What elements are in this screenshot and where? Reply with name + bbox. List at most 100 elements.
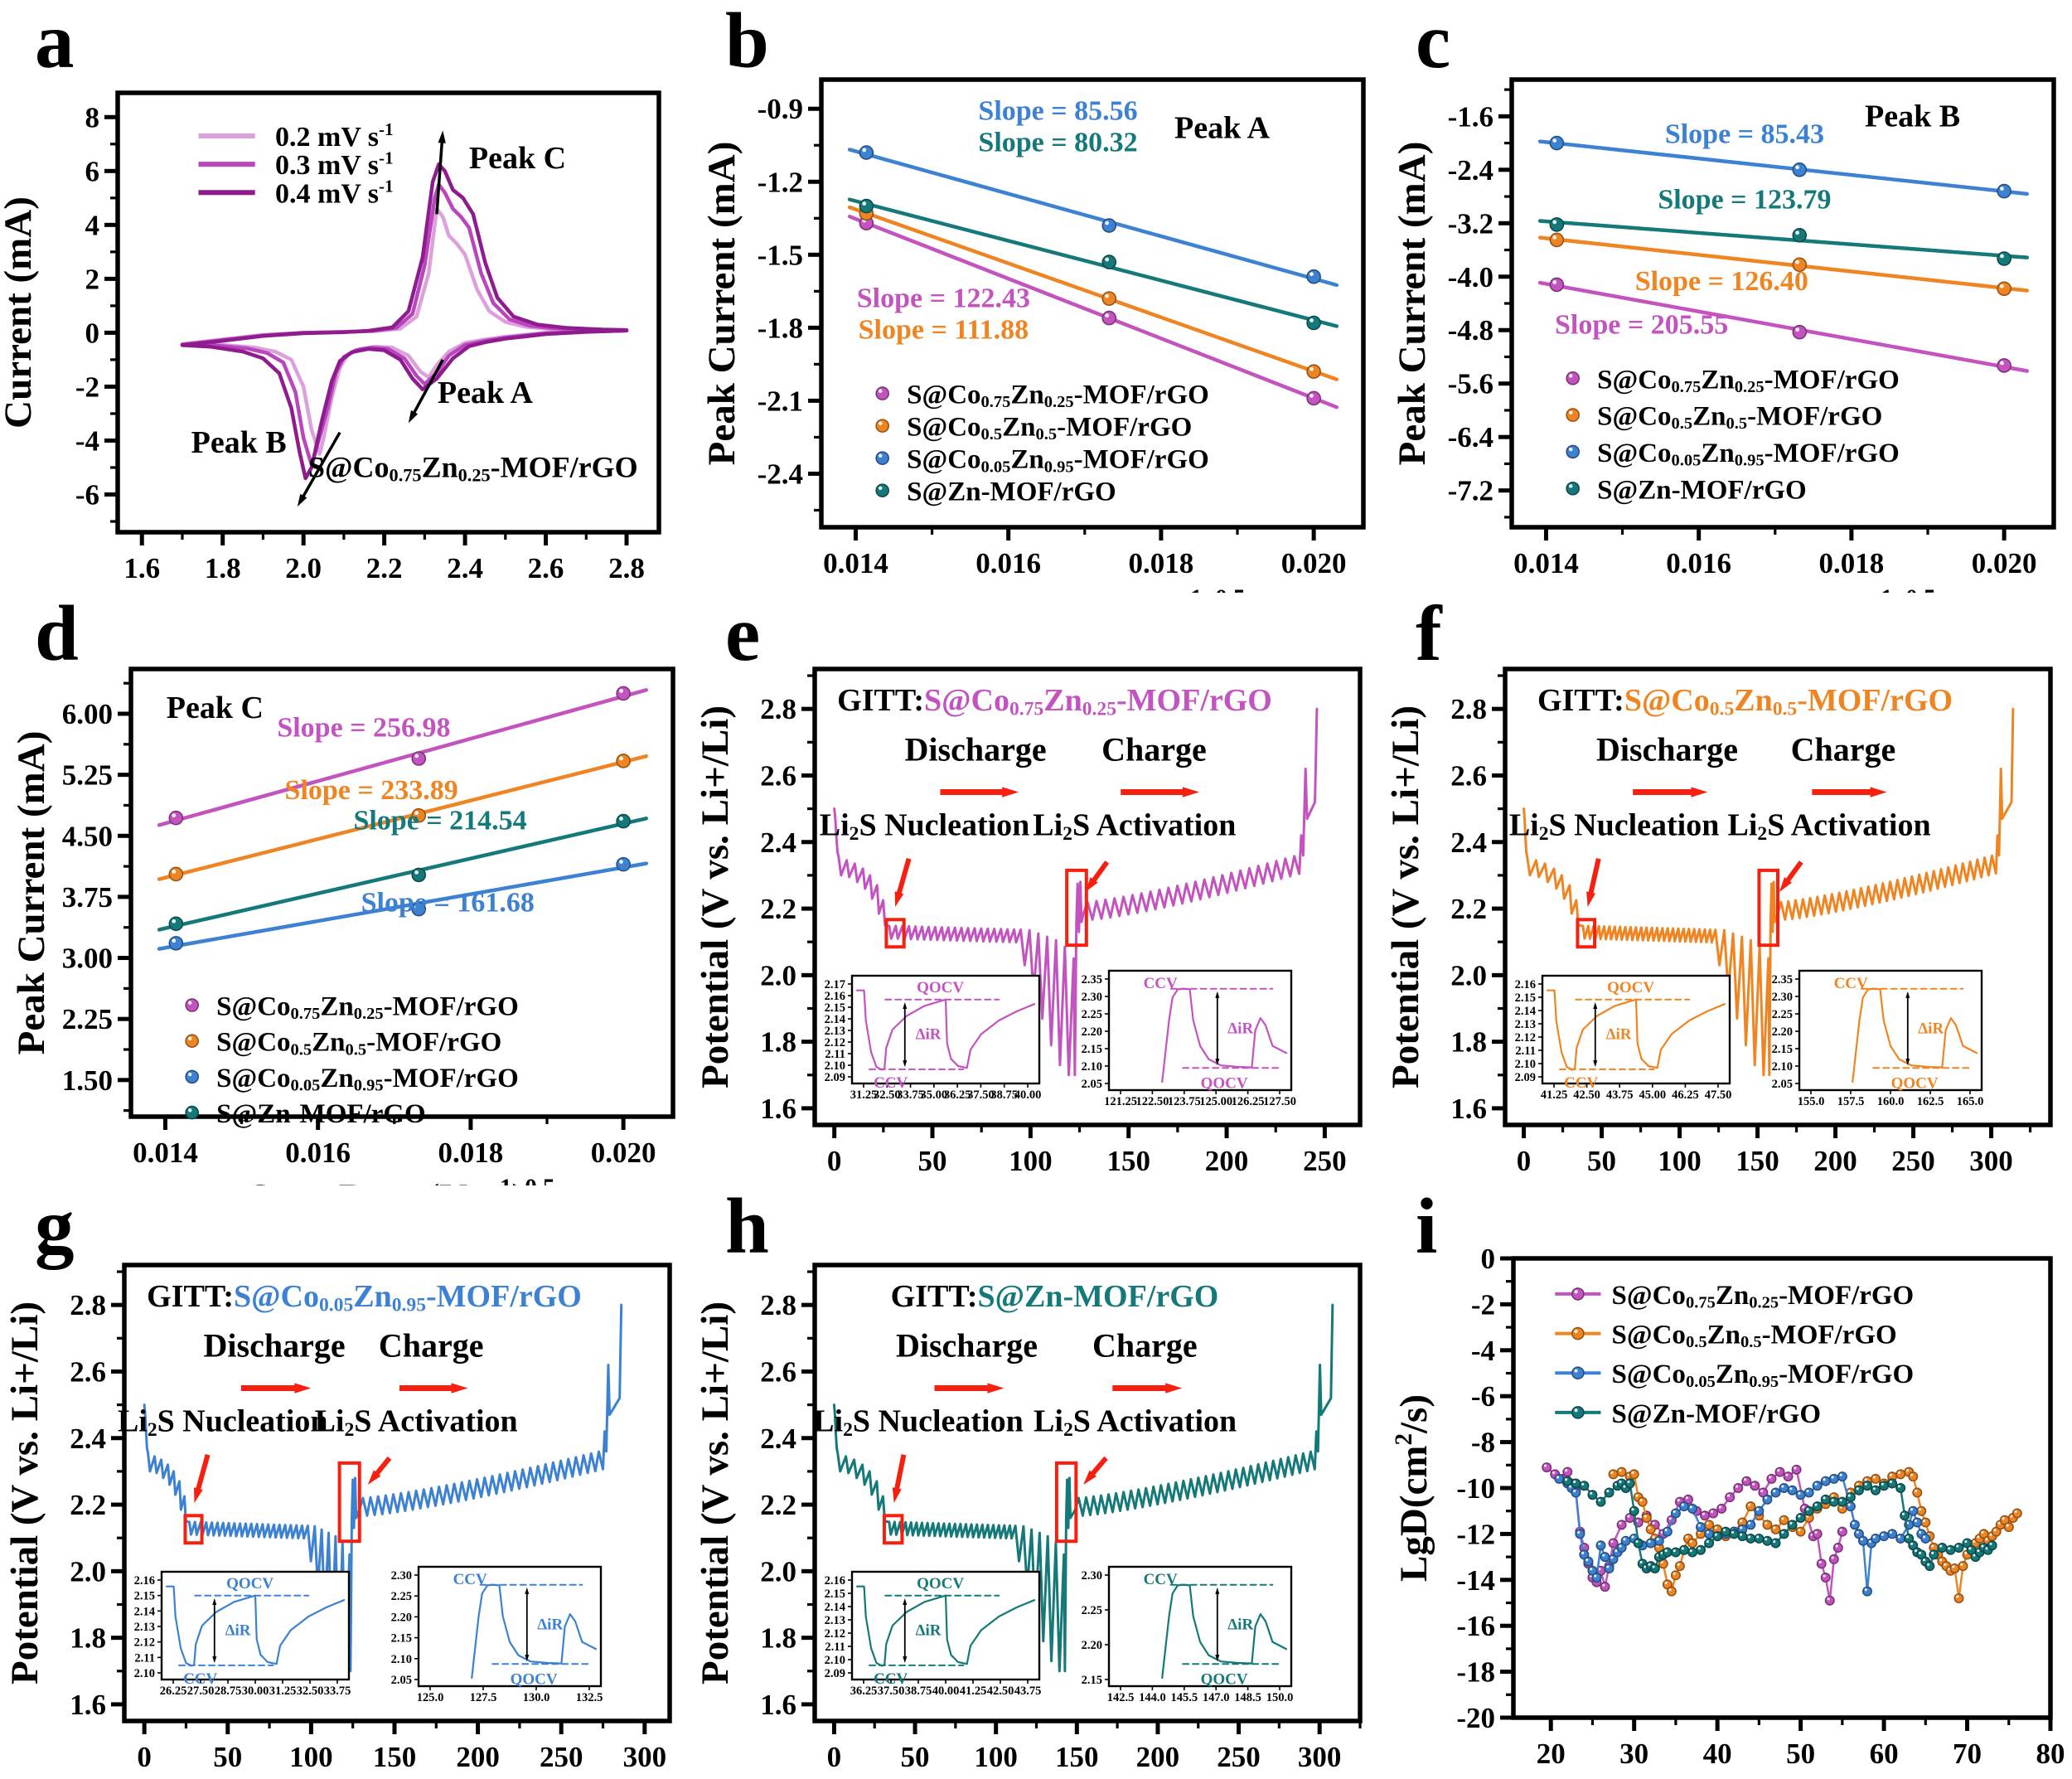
fit-line-2 — [847, 148, 1339, 288]
inset-y-tick: 2.15 — [1082, 1674, 1102, 1687]
data-point — [1953, 1543, 1964, 1554]
x-tick-label: 50 — [213, 1741, 242, 1773]
data-point — [1741, 1476, 1752, 1486]
chart-c: 0.014 0.016 0.018 0.020 -1.6 -2.4 -3.2 -4.0 -4.8… — [1391, 77, 2056, 593]
x-tick-label: 20 — [1537, 1738, 1566, 1770]
axes: 0501001502002503001.61.82.02.22.42.62.8N… — [1384, 667, 2053, 1185]
inset-label: CCV — [874, 1074, 908, 1092]
data-point — [875, 386, 889, 400]
x-axis-label: Scan Rate (V s-1)0.5 — [939, 585, 1245, 593]
data-point — [1770, 1487, 1781, 1498]
x-tick-label: 300 — [1969, 1145, 2013, 1177]
inset-y-tick: 2.25 — [1082, 1008, 1102, 1021]
inset-y-tick: 2.10 — [825, 1654, 845, 1667]
data-point — [1966, 1544, 1977, 1555]
y-tick-label: -2.4 — [758, 458, 803, 490]
y-axis-label: LgD(cm2/s) — [1391, 1394, 1435, 1582]
inset-y-tick: 2.14 — [825, 1013, 845, 1026]
fit-line-2 — [1537, 139, 2030, 196]
activation-box — [1065, 868, 1088, 948]
inset-y-tick: 2.10 — [1772, 1060, 1793, 1074]
inset-y-tick: 2.15 — [391, 1632, 412, 1646]
x-tick-label: 2.8 — [608, 552, 645, 584]
data-point — [1595, 1496, 1606, 1507]
inset-x-tick: 27.50 — [187, 1684, 215, 1698]
data-point — [1745, 1501, 1756, 1512]
data-point — [1900, 1510, 1910, 1521]
inset-x-tick: 127.50 — [1263, 1095, 1296, 1108]
y-tick-label: 1.8 — [1450, 1026, 1487, 1059]
inset-y-tick: 2.13 — [825, 1614, 845, 1627]
data-point — [1812, 1529, 1823, 1539]
x-axis-label: Scan Rate (V s-1)0.5 — [249, 1175, 554, 1185]
data-point — [1608, 1538, 1619, 1549]
data-point — [1566, 444, 1580, 459]
nucleation-box — [1576, 918, 1597, 949]
data-point — [1562, 1476, 1573, 1486]
inset-y-tick: 2.05 — [1082, 1078, 1102, 1091]
data-point — [1853, 1529, 1864, 1539]
x-tick-label: 2.4 — [447, 552, 483, 584]
data-point — [1696, 1522, 1706, 1533]
x-tick-label: 250 — [1891, 1145, 1935, 1177]
inset-x-tick: 33.75 — [324, 1684, 351, 1698]
x-tick-label: 200 — [456, 1741, 500, 1773]
x-tick-label: 50 — [1587, 1145, 1616, 1177]
inset-y-tick: 2.20 — [1082, 1639, 1102, 1652]
y-tick-label: 8 — [85, 101, 100, 133]
inset-label: QOCV — [917, 1575, 964, 1592]
inset-label: CCV — [453, 1571, 487, 1588]
inset-label: QOCV — [1201, 1670, 1248, 1688]
inset-label: CCV — [1564, 1074, 1598, 1092]
inset-x-tick: 41.25 — [1541, 1088, 1568, 1102]
data-point — [1770, 1524, 1781, 1534]
activation-label: Li2S Activation — [1034, 1404, 1237, 1441]
peak-label: Peak A — [1174, 110, 1271, 145]
data-point — [1306, 364, 1321, 379]
gitt-title: GITT:S@Zn-MOF/rGO — [891, 1279, 1219, 1314]
legend-label: S@Zn-MOF/rGO — [1597, 475, 1807, 505]
inset-label: QOCV — [511, 1670, 558, 1688]
inset-label: ΔiR — [1606, 1026, 1632, 1044]
data-point — [168, 866, 184, 882]
inset-x-tick: 31.25 — [269, 1684, 297, 1698]
gitt-title: GITT:S@Co0.75Zn0.25-MOF/rGO — [837, 683, 1272, 720]
x-tick-label: 0.018 — [438, 1137, 504, 1169]
y-tick-label: 2.2 — [760, 1489, 796, 1521]
data-point — [1845, 1492, 1856, 1503]
data-point — [1687, 1547, 1697, 1558]
panel-letter-h: h — [725, 1182, 769, 1270]
data-point — [1820, 1494, 1831, 1505]
data-point — [1832, 1543, 1843, 1554]
data-point — [1670, 1547, 1681, 1558]
data-point — [1803, 1487, 1814, 1498]
data-point — [1916, 1505, 1927, 1516]
data-point — [1542, 1462, 1552, 1473]
inset-x-tick: 43.75 — [1606, 1088, 1634, 1102]
inset-activation: 125.0 127.5 130.0 132.5 2.05 2.10 2.15 2.20 2.25… — [391, 1565, 603, 1704]
discharge-label: Discharge — [1596, 730, 1738, 768]
axes: 20 30 40 50 60 70 80 0 -2 -4 -6 -8 -10 -12 -14 -16 -18 -2… — [1391, 1243, 2065, 1779]
inset-x-tick: 132.5 — [576, 1691, 603, 1704]
inset-y-tick: 2.09 — [1515, 1071, 1536, 1084]
data-point — [1645, 1524, 1656, 1534]
inset-y-tick: 2.15 — [134, 1590, 155, 1603]
inset-y-tick: 2.10 — [825, 1059, 845, 1073]
peak-label: Peak B — [1865, 99, 1960, 133]
inset-y-tick: 2.13 — [1515, 1018, 1536, 1031]
inset-y-tick: 2.14 — [1515, 1005, 1536, 1018]
data-point — [1912, 1487, 1923, 1498]
fit-line-3 — [1537, 219, 2030, 259]
y-tick-label: 0 — [1481, 1243, 1496, 1275]
data-point — [1595, 1540, 1606, 1551]
chart-a: 1.6 1.8 2.0 2.2 2.4 2.6 2.8 -6 -4 -2 0 2 4 6 8 Voltage … — [0, 90, 661, 593]
data-point — [1571, 1406, 1585, 1419]
y-tick-label: 2.6 — [760, 759, 796, 792]
inset-x-tick: 121.25 — [1104, 1095, 1137, 1108]
panel-letter-f: f — [1416, 589, 1442, 677]
y-tick-label: 1.50 — [62, 1064, 113, 1097]
x-tick-label: 2.0 — [285, 552, 322, 584]
x-axis-label: Scan Rate (V s-1)0.5 — [1629, 585, 1935, 593]
inset-y-tick: 2.12 — [1515, 1031, 1536, 1045]
data-point — [859, 198, 874, 214]
